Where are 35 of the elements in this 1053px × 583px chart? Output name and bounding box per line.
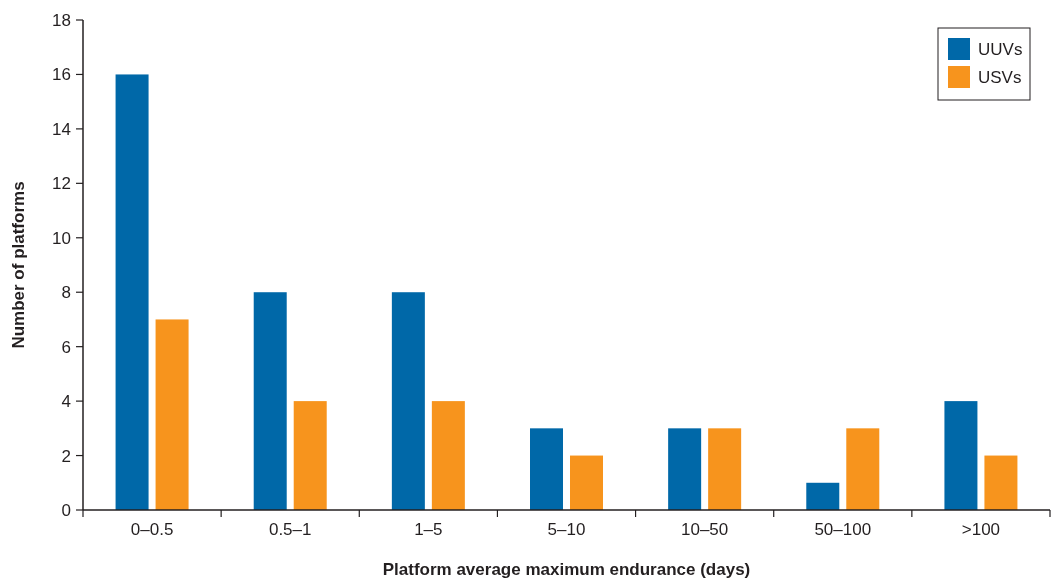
x-tick-label: 50–100 bbox=[814, 520, 872, 539]
bar bbox=[253, 292, 287, 510]
legend-label: UUVs bbox=[978, 39, 1023, 59]
x-axis-title: Platform average maximum endurance (days) bbox=[382, 560, 751, 579]
x-tick-label: 1–5 bbox=[414, 520, 443, 539]
y-tick-label: 14 bbox=[52, 119, 71, 139]
x-tick-label: 5–10 bbox=[547, 520, 586, 539]
bar bbox=[391, 292, 425, 510]
x-tick-label: 10–50 bbox=[681, 520, 729, 539]
bar bbox=[115, 74, 149, 510]
y-axis-title: Number of platforms bbox=[9, 181, 28, 349]
y-tick-label: 12 bbox=[52, 174, 71, 194]
bar bbox=[570, 455, 603, 510]
bar bbox=[155, 319, 189, 510]
bar bbox=[944, 401, 978, 510]
y-tick-label: 10 bbox=[52, 228, 71, 248]
bar bbox=[708, 428, 742, 510]
bar bbox=[668, 428, 702, 510]
bar bbox=[293, 401, 327, 510]
x-tick-label: 0.5–1 bbox=[268, 520, 312, 539]
y-tick-label: 6 bbox=[61, 337, 71, 357]
x-tick-label: 0–0.5 bbox=[130, 520, 174, 539]
bar bbox=[530, 428, 563, 510]
y-tick-label: 2 bbox=[61, 446, 71, 466]
y-tick-label: 16 bbox=[52, 65, 71, 85]
y-tick-label: 18 bbox=[52, 10, 71, 30]
x-tick-label: >100 bbox=[961, 520, 1001, 539]
y-tick-label: 0 bbox=[61, 500, 71, 520]
y-tick-label: 4 bbox=[61, 392, 71, 412]
bar bbox=[846, 428, 880, 510]
bar bbox=[806, 482, 840, 510]
bar bbox=[984, 455, 1018, 510]
y-tick-label: 8 bbox=[61, 283, 71, 303]
bar bbox=[431, 401, 465, 510]
legend-label: USVs bbox=[978, 67, 1022, 87]
